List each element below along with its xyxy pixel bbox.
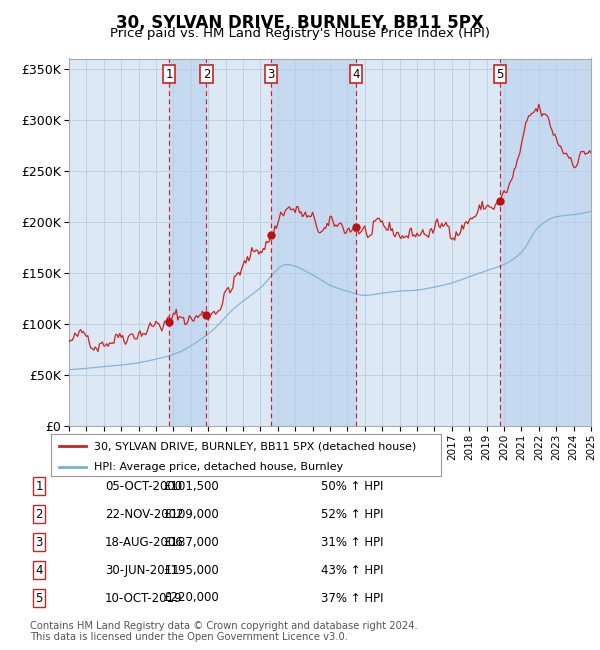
Text: Price paid vs. HM Land Registry's House Price Index (HPI): Price paid vs. HM Land Registry's House … [110,27,490,40]
Text: 5: 5 [35,592,43,604]
Text: 30, SYLVAN DRIVE, BURNLEY, BB11 5PX (detached house): 30, SYLVAN DRIVE, BURNLEY, BB11 5PX (det… [94,441,416,451]
Text: 30, SYLVAN DRIVE, BURNLEY, BB11 5PX: 30, SYLVAN DRIVE, BURNLEY, BB11 5PX [116,14,484,32]
Bar [169,58,206,426]
Text: 52% ↑ HPI: 52% ↑ HPI [321,508,383,521]
Text: HPI: Average price, detached house, Burnley: HPI: Average price, detached house, Burn… [94,462,343,471]
Text: 3: 3 [268,68,275,81]
Text: 4: 4 [352,68,360,81]
Text: 22-NOV-2002: 22-NOV-2002 [105,508,184,521]
Bar [500,58,591,426]
Text: 2: 2 [35,508,43,521]
Text: 18-AUG-2006: 18-AUG-2006 [105,536,184,549]
Text: 1: 1 [165,68,173,81]
Text: 43% ↑ HPI: 43% ↑ HPI [321,564,383,577]
Text: 05-OCT-2000: 05-OCT-2000 [105,480,182,493]
Text: 5: 5 [496,68,504,81]
Text: £195,000: £195,000 [163,564,219,577]
Text: £101,500: £101,500 [163,480,219,493]
Text: 50% ↑ HPI: 50% ↑ HPI [321,480,383,493]
Text: 3: 3 [35,536,43,549]
Text: £187,000: £187,000 [163,536,219,549]
Text: 1: 1 [35,480,43,493]
Text: 37% ↑ HPI: 37% ↑ HPI [321,592,383,604]
Text: 2: 2 [203,68,210,81]
Text: £109,000: £109,000 [163,508,219,521]
Text: £220,000: £220,000 [163,592,219,604]
Bar [271,58,356,426]
Text: 31% ↑ HPI: 31% ↑ HPI [321,536,383,549]
Text: 4: 4 [35,564,43,577]
Text: 30-JUN-2011: 30-JUN-2011 [105,564,179,577]
Text: 10-OCT-2019: 10-OCT-2019 [105,592,182,604]
Text: Contains HM Land Registry data © Crown copyright and database right 2024.
This d: Contains HM Land Registry data © Crown c… [30,621,418,642]
